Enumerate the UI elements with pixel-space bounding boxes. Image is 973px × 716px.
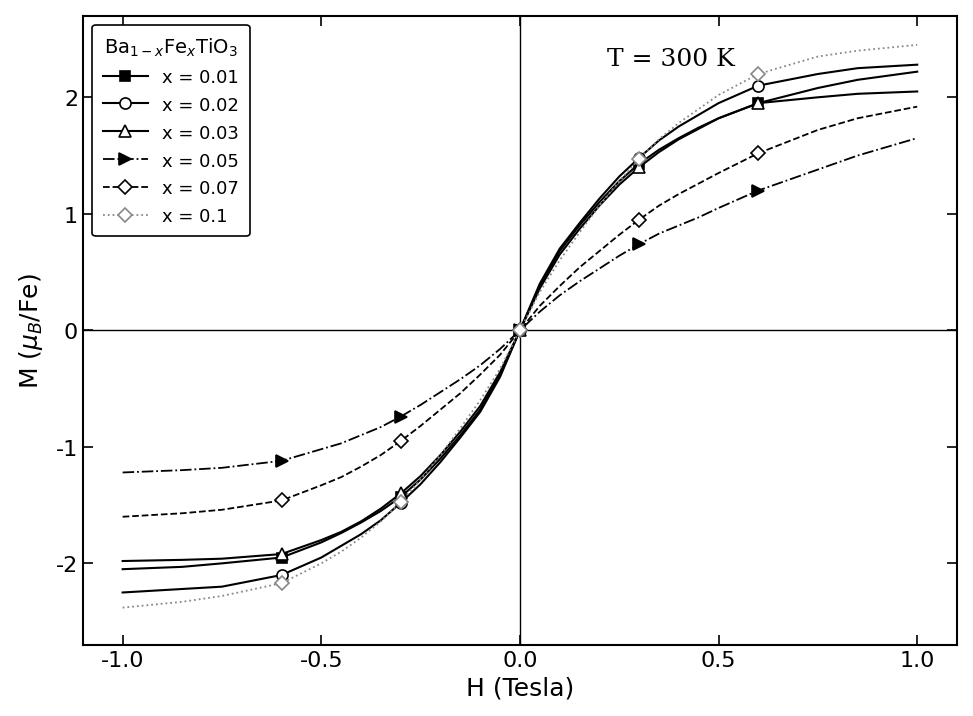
Legend: x = 0.01, x = 0.02, x = 0.03, x = 0.05, x = 0.07, x = 0.1: x = 0.01, x = 0.02, x = 0.03, x = 0.05, … xyxy=(91,26,250,237)
X-axis label: H (Tesla): H (Tesla) xyxy=(465,675,574,700)
Y-axis label: M ($\mu_B$/Fe): M ($\mu_B$/Fe) xyxy=(17,273,45,389)
Text: T = 300 K: T = 300 K xyxy=(607,48,735,71)
